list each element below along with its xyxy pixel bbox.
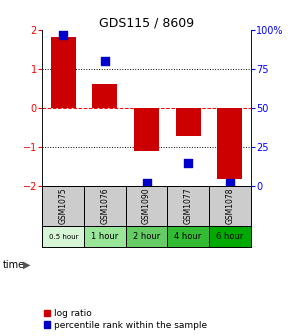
Point (61, 32, 66, 38)
Bar (126, 226, 167, 247)
Text: ▶: ▶ (23, 260, 31, 270)
Title: GDS115 / 8609: GDS115 / 8609 (99, 16, 194, 29)
Bar (167, 186, 209, 226)
Point (103, 59, 107, 64)
Bar (209, 186, 251, 226)
Bar (176, 108, 201, 136)
Point (186, 160, 190, 166)
Bar (84, 226, 126, 247)
Text: time: time (3, 260, 25, 270)
Text: 2 hour: 2 hour (133, 232, 160, 241)
Text: GSM1075: GSM1075 (59, 188, 68, 224)
Text: 6 hour: 6 hour (216, 232, 243, 241)
Bar (126, 186, 167, 226)
Bar (209, 226, 251, 247)
Legend: log ratio, percentile rank within the sample: log ratio, percentile rank within the sa… (44, 309, 207, 330)
Bar (42, 226, 84, 247)
Bar (167, 226, 209, 247)
Text: GSM1076: GSM1076 (100, 188, 109, 224)
Point (144, 180, 149, 186)
Bar (217, 108, 242, 179)
Bar (42, 186, 84, 226)
Bar (51, 37, 76, 108)
Text: 1 hour: 1 hour (91, 232, 119, 241)
Text: 0.5 hour: 0.5 hour (49, 234, 78, 240)
Text: GSM1078: GSM1078 (225, 188, 234, 224)
Bar (84, 186, 126, 226)
Bar (92, 84, 117, 108)
Text: GSM1077: GSM1077 (184, 188, 193, 224)
Text: GSM1090: GSM1090 (142, 188, 151, 224)
Bar (134, 108, 159, 151)
Text: 4 hour: 4 hour (174, 232, 202, 241)
Point (227, 180, 232, 186)
